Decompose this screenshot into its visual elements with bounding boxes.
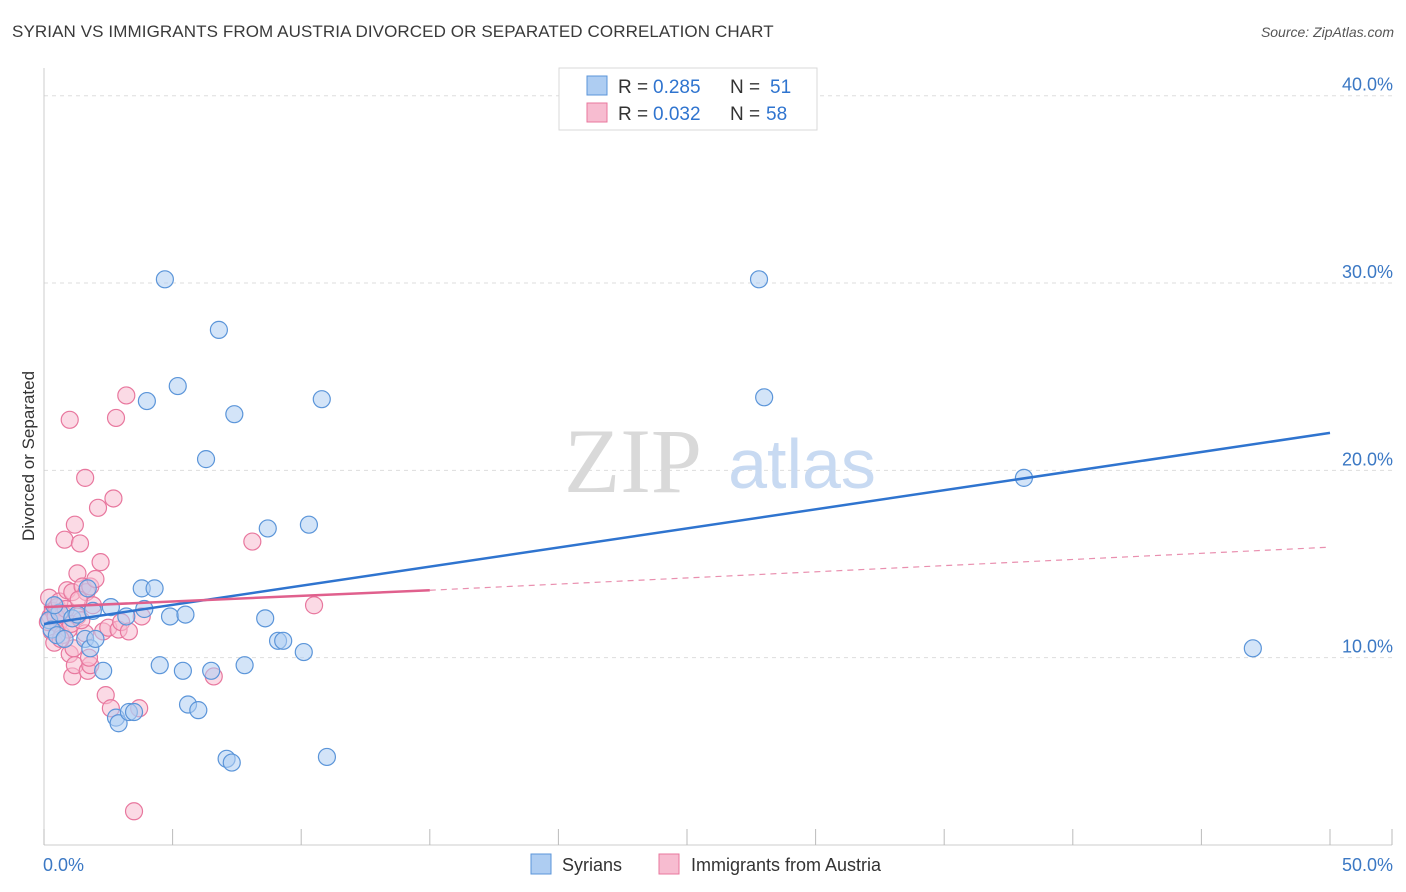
austria-point-33 <box>91 553 110 572</box>
syrians-point-49 <box>1243 639 1262 658</box>
legend-syrians-n-value: 51 <box>770 77 791 98</box>
y-tick-label-0: 10.0% <box>1342 637 1393 657</box>
grid-lines <box>44 95 1392 659</box>
syrians-point-11 <box>86 629 105 649</box>
legend-austria-n-value: 58 <box>766 104 787 125</box>
austria-point-43 <box>119 622 138 641</box>
legend-austria-r-label: R = <box>618 104 648 125</box>
syrians-point-46 <box>749 270 769 289</box>
syrians-point-41 <box>274 631 293 650</box>
syrians-point-43 <box>299 515 319 534</box>
syrians-point-36 <box>225 405 244 424</box>
legend-syrians-swatch <box>586 75 608 96</box>
austria-point-44 <box>124 802 144 821</box>
bottom-legend-syrians-swatch <box>530 853 552 875</box>
syrians-point-22 <box>145 579 164 598</box>
y-tick-label-1: 20.0% <box>1342 449 1393 469</box>
syrians-point-8 <box>78 579 97 598</box>
syrians-point-28 <box>176 605 195 624</box>
austria-point-10 <box>55 530 74 549</box>
y-tick-label-3: 40.0% <box>1342 75 1393 95</box>
syrians-point-18 <box>124 702 144 722</box>
bottom-legend-syrians-label: Syrians <box>562 855 622 875</box>
austria-point-32 <box>88 498 108 517</box>
syrians-point-26 <box>168 376 187 396</box>
syrians-point-39 <box>258 519 277 538</box>
series-syrians-points <box>40 270 1262 772</box>
syrians-point-31 <box>196 450 216 469</box>
legend-austria-r-value: 0.032 <box>653 104 701 125</box>
syrians-point-25 <box>160 607 180 626</box>
syrians-point-27 <box>173 661 192 680</box>
bottom-legend-austria-label: Immigrants from Austria <box>691 855 882 875</box>
y-tick-label-2: 30.0% <box>1342 262 1393 282</box>
syrians-point-45 <box>317 747 337 767</box>
austria-trend-line-extension <box>429 546 1331 591</box>
syrians-point-30 <box>189 701 208 720</box>
bottom-legend-austria-swatch <box>658 853 680 875</box>
austria-point-38 <box>104 489 123 508</box>
syrians-trend-line <box>43 431 1331 626</box>
x-tick-label-1: 50.0% <box>1342 855 1393 875</box>
x-tick-label-0: 0.0% <box>43 855 84 875</box>
syrians-point-12 <box>94 661 113 680</box>
syrians-point-35 <box>222 753 241 772</box>
legend-box: R = 0.285 N = 51 R = 0.032 N = 58 <box>558 67 818 131</box>
syrians-point-24 <box>155 270 174 289</box>
austria-point-13 <box>60 410 79 429</box>
legend-austria-n-label: N = <box>730 104 760 125</box>
austria-point-42 <box>117 386 136 405</box>
austria-point-49 <box>304 596 324 615</box>
y-axis-label: Divorced or Separated <box>19 371 38 541</box>
austria-point-48 <box>243 532 262 551</box>
syrians-point-23 <box>150 656 169 675</box>
syrians-point-37 <box>235 656 254 675</box>
bottom-legend: Syrians Immigrants from Austria <box>530 853 882 875</box>
austria-point-24 <box>76 468 95 487</box>
syrians-point-4 <box>55 629 74 649</box>
syrians-point-42 <box>294 642 313 662</box>
syrians-point-44 <box>312 390 331 409</box>
syrians-point-21 <box>137 391 156 411</box>
legend-syrians-r-label: R = <box>618 77 648 98</box>
austria-trend-line <box>43 588 430 609</box>
x-tick-labels: 0.0% 50.0% <box>43 855 1393 875</box>
legend-syrians-n-label: N = <box>730 77 760 98</box>
syrians-point-15 <box>109 714 128 733</box>
syrians-point-32 <box>202 661 221 680</box>
y-tick-labels: 10.0% 20.0% 30.0% 40.0% <box>1342 75 1393 657</box>
syrians-point-33 <box>209 320 228 339</box>
x-axis-ticks <box>43 829 1393 845</box>
austria-point-19 <box>65 515 84 534</box>
trend-lines <box>43 431 1331 626</box>
source-label: Source: ZipAtlas.com <box>1260 24 1394 40</box>
watermark-atlas: atlas <box>728 425 876 503</box>
austria-point-39 <box>106 408 126 428</box>
legend-austria-swatch <box>586 102 608 123</box>
syrians-point-38 <box>256 609 275 628</box>
chart-title: SYRIAN VS IMMIGRANTS FROM AUSTRIA DIVORC… <box>12 22 774 41</box>
watermark-zip: ZIP <box>564 410 702 512</box>
syrians-point-47 <box>755 388 774 407</box>
austria-point-22 <box>70 534 90 553</box>
legend-syrians-r-value: 0.285 <box>653 77 701 98</box>
